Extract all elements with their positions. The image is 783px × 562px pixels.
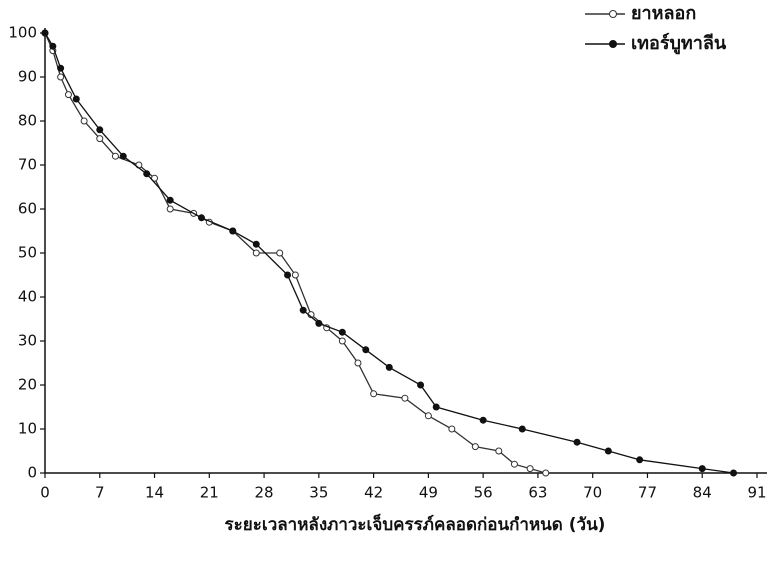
data-point — [518, 425, 526, 433]
y-tick-label: 80 — [18, 112, 37, 130]
data-point — [401, 394, 409, 402]
data-point — [111, 152, 119, 160]
data-point — [57, 73, 65, 81]
y-tick-label: 50 — [18, 244, 37, 262]
data-point — [424, 412, 432, 420]
y-tick-label: 90 — [18, 68, 37, 86]
data-point — [448, 425, 456, 433]
data-point — [57, 64, 65, 72]
data-point — [49, 42, 57, 50]
data-point — [698, 465, 706, 473]
data-point — [573, 438, 581, 446]
data-point — [291, 271, 299, 279]
x-tick-label: 35 — [309, 484, 328, 502]
x-tick-label: 21 — [200, 484, 219, 502]
data-point — [526, 465, 534, 473]
x-tick-label: 70 — [583, 484, 602, 502]
x-tick-label: 56 — [474, 484, 493, 502]
y-tick-label: 70 — [18, 156, 37, 174]
data-point — [166, 205, 174, 213]
x-tick-label: 49 — [419, 484, 438, 502]
x-tick-label: 77 — [638, 484, 657, 502]
x-axis-label: ระยะเวลาหลังภาวะเจ็บครรภ์คลอดก่อนกำหนด (… — [225, 512, 606, 535]
data-point — [338, 337, 346, 345]
data-point — [479, 416, 487, 424]
data-point — [96, 126, 104, 134]
x-tick-label: 63 — [528, 484, 547, 502]
data-point — [604, 447, 612, 455]
y-tick-label: 40 — [18, 288, 37, 306]
legend-label: ยาหลอก — [631, 3, 696, 24]
legend-label: เทอร์บูทาลีน — [631, 32, 727, 55]
y-tick-label: 100 — [8, 24, 37, 42]
data-point — [166, 196, 174, 204]
data-point — [417, 381, 425, 389]
data-point — [510, 460, 518, 468]
data-point — [432, 403, 440, 411]
data-point — [252, 249, 260, 257]
data-point — [151, 174, 159, 182]
data-point — [72, 95, 80, 103]
y-tick-label: 60 — [18, 200, 37, 218]
data-point — [471, 443, 479, 451]
data-point — [370, 390, 378, 398]
data-point — [542, 469, 550, 477]
data-point — [362, 346, 370, 354]
x-tick-label: 0 — [40, 484, 50, 502]
data-point — [385, 363, 393, 371]
series-line — [44, 32, 734, 474]
data-point — [315, 319, 323, 327]
data-point — [299, 306, 307, 314]
x-tick-label: 42 — [364, 484, 383, 502]
data-point — [96, 135, 104, 143]
y-tick-label: 30 — [18, 332, 37, 350]
data-point — [252, 240, 260, 248]
legend-marker — [609, 10, 617, 18]
data-point — [276, 249, 284, 257]
data-point — [229, 227, 237, 235]
data-point — [730, 469, 738, 477]
series-line — [44, 32, 546, 474]
data-point — [338, 328, 346, 336]
data-point — [354, 359, 362, 367]
y-tick-label: 20 — [18, 376, 37, 394]
x-tick-label: 14 — [145, 484, 164, 502]
data-point — [41, 29, 49, 37]
data-point — [284, 271, 292, 279]
x-tick-label: 7 — [95, 484, 105, 502]
data-point — [80, 117, 88, 125]
y-tick-label: 0 — [27, 464, 37, 482]
data-point — [197, 214, 205, 222]
data-point — [64, 91, 72, 99]
legend-marker — [609, 40, 617, 48]
data-point — [495, 447, 503, 455]
x-tick-label: 84 — [693, 484, 712, 502]
y-tick-label: 10 — [18, 420, 37, 438]
x-tick-label: 28 — [255, 484, 274, 502]
data-point — [636, 456, 644, 464]
data-point — [143, 170, 151, 178]
data-point — [119, 152, 127, 160]
x-tick-label: 91 — [747, 484, 766, 502]
